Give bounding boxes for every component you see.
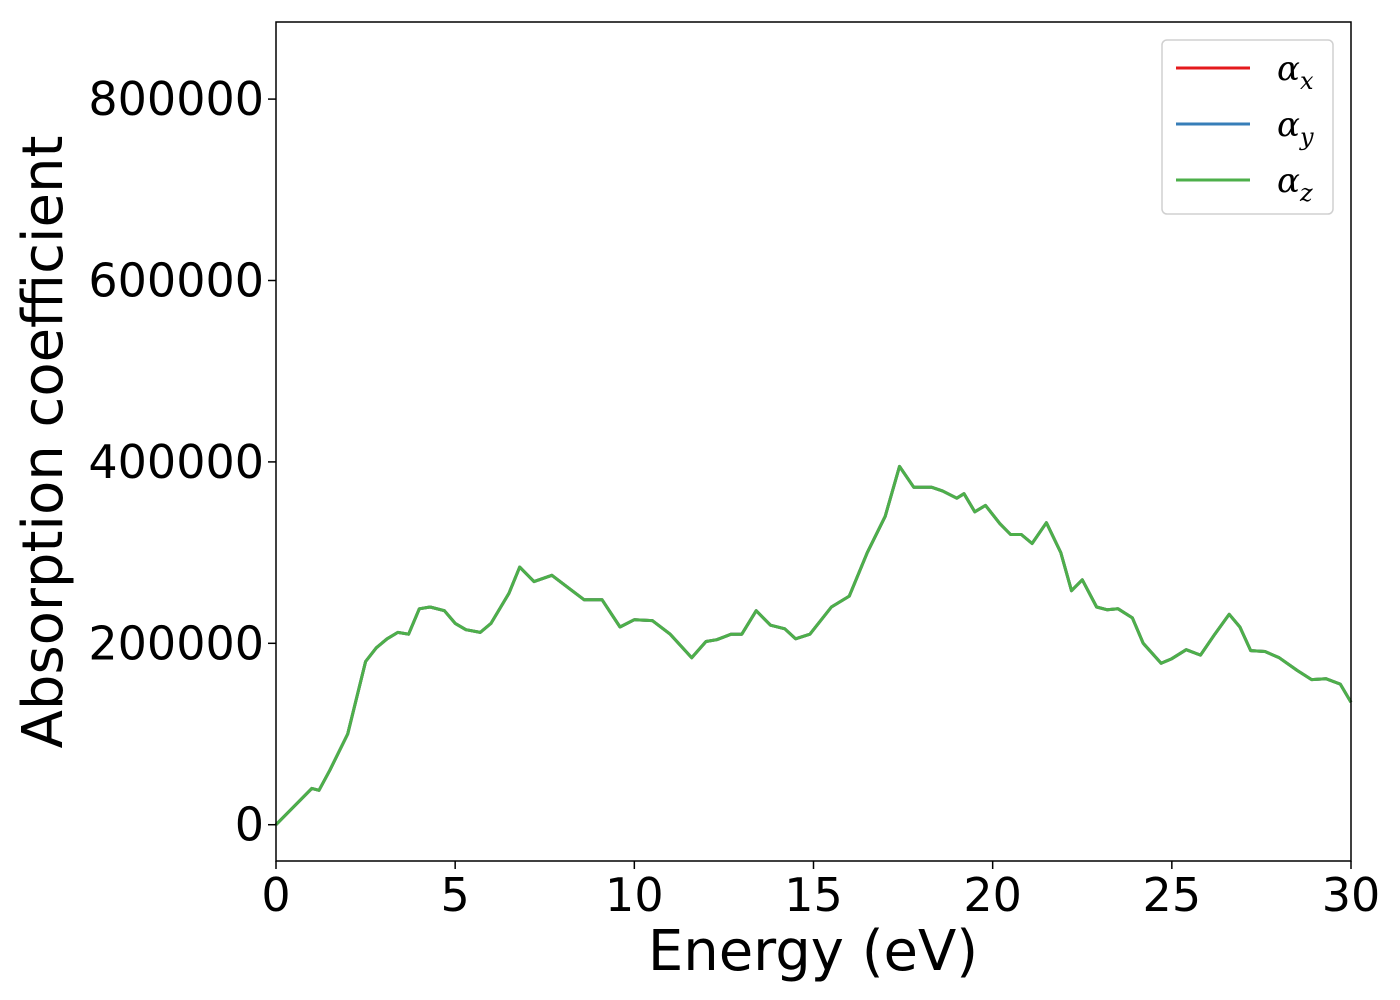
y-tick-label: 400000 [88, 435, 264, 489]
x-tick-label: 5 [441, 868, 470, 922]
x-tick-label: 25 [1143, 868, 1202, 922]
x-tick-label: 0 [261, 868, 290, 922]
legend-box [1161, 39, 1334, 215]
legend: αx αy αz [1161, 39, 1334, 215]
x-tick-label: 30 [1322, 868, 1381, 922]
series-line-alpha-z [274, 464, 1353, 826]
y-tick-label: 600000 [88, 254, 264, 308]
y-tick-label: 800000 [88, 72, 264, 126]
y-axis-label: Absorption coefficient [11, 136, 76, 749]
legend-label: αx [1277, 49, 1314, 95]
legend-label: αy [1277, 105, 1314, 151]
x-tick-label: 20 [963, 868, 1022, 922]
series-layer [274, 464, 1353, 826]
x-tick-label: 15 [784, 868, 843, 922]
x-tick-label: 10 [605, 868, 664, 922]
y-tick-label: 200000 [88, 616, 264, 670]
x-axis: 0 5 10 15 20 25 30 [261, 861, 1380, 922]
y-tick-label: 0 [235, 798, 264, 852]
legend-label: αz [1277, 161, 1313, 207]
x-axis-label: Energy (eV) [648, 919, 978, 984]
y-axis: 0 200000 400000 600000 800000 [88, 72, 276, 852]
